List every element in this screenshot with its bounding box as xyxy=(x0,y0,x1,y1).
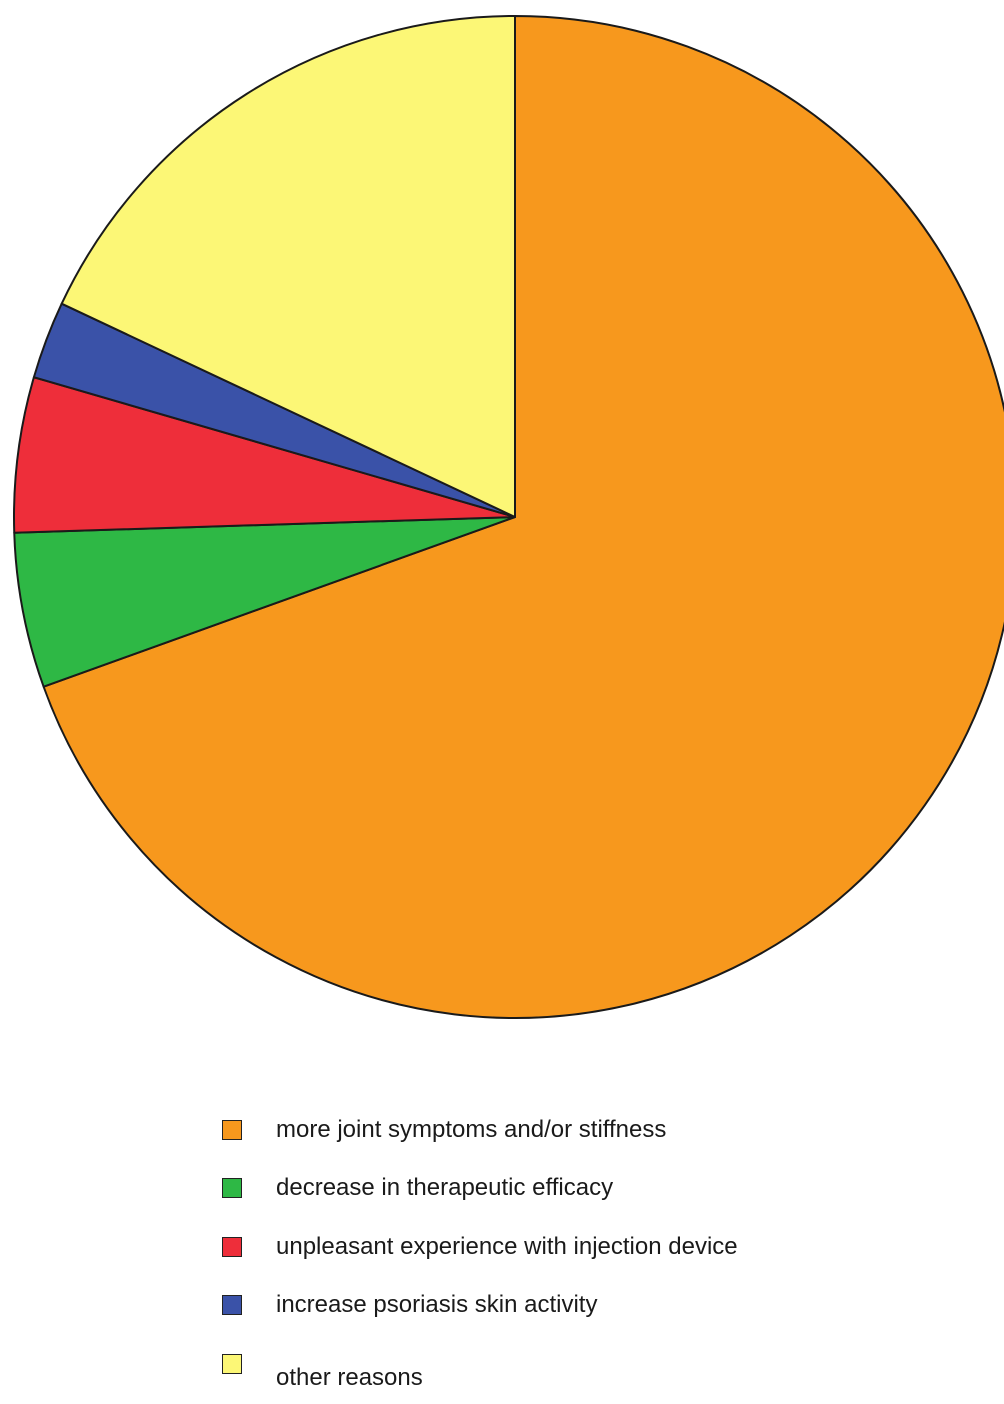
pie-slice-2 xyxy=(13,516,516,688)
legend-label: decrease in therapeutic efficacy xyxy=(276,1174,614,1202)
pie-slice-3 xyxy=(13,376,516,534)
pie-slice-1 xyxy=(42,15,1004,1019)
legend-label: other reasons xyxy=(276,1363,423,1391)
pie-plot-area xyxy=(13,15,1004,1019)
legend-swatch xyxy=(222,1178,242,1199)
legend-label: unpleasant experience with injection dev… xyxy=(276,1232,738,1260)
legend-swatch xyxy=(222,1236,242,1257)
legend-label: more joint symptoms and/or stiffness xyxy=(276,1116,667,1143)
legend-swatch xyxy=(222,1295,242,1316)
legend-swatch xyxy=(222,1353,242,1374)
pie-slice-5 xyxy=(60,15,516,518)
legend-label: increase psoriasis skin activity xyxy=(276,1291,598,1319)
legend-swatch xyxy=(222,1120,242,1140)
